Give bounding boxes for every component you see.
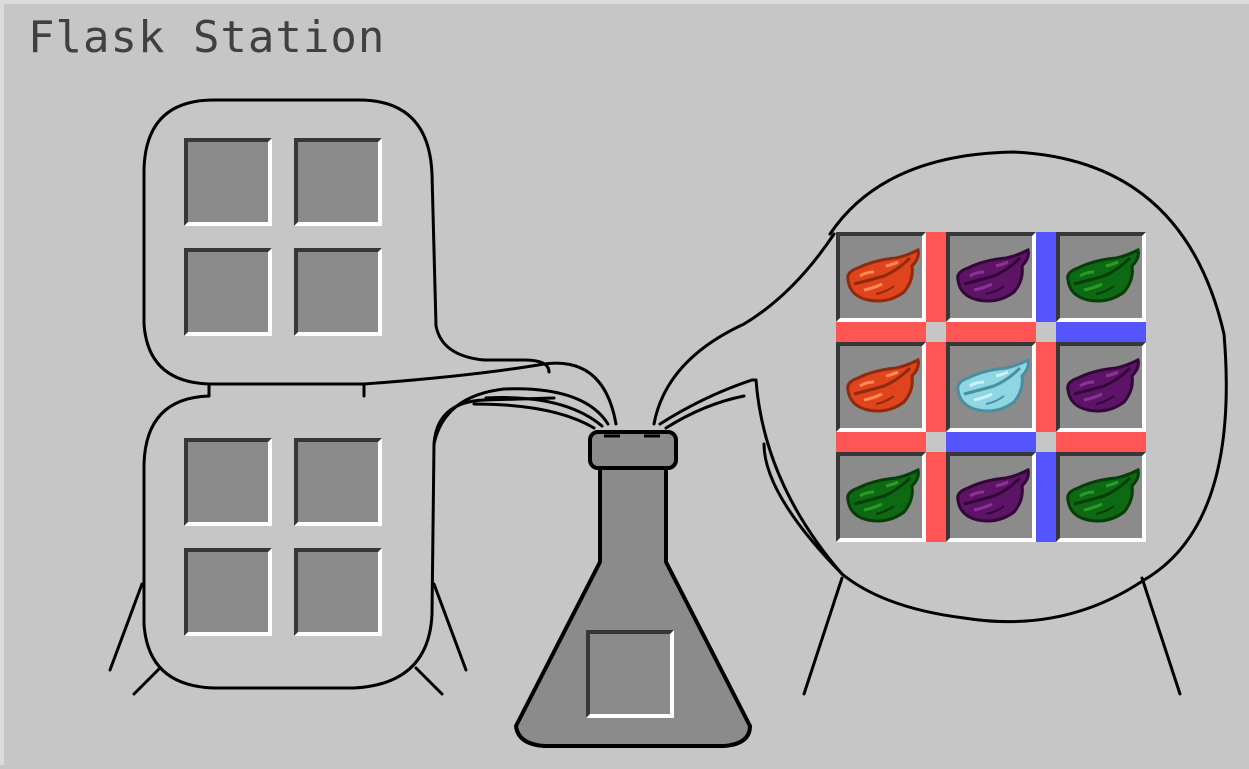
container-leg-left-2	[132, 666, 162, 696]
connector-v_col1-1	[926, 232, 946, 322]
connector-h_row1-2	[946, 322, 1036, 342]
tube-lower-1	[432, 387, 610, 446]
lower-input-slot-1[interactable]	[184, 438, 272, 526]
tube-upper	[362, 361, 618, 426]
globe-outline	[762, 150, 1228, 624]
container-leg-right-2	[414, 666, 444, 696]
flask-icon	[514, 430, 752, 748]
connector-joint	[1036, 432, 1056, 452]
container-leg-right-1	[432, 582, 468, 672]
globe-leg-right	[1140, 576, 1182, 696]
lower-container-outline	[142, 394, 556, 690]
lower-input-slot-2[interactable]	[294, 438, 382, 526]
connector-joint	[1036, 322, 1056, 342]
apparatus-drawing	[108, 98, 1228, 748]
tube-globe-1	[652, 232, 836, 426]
herb-slot-2[interactable]	[946, 232, 1036, 322]
connector-v_col1-2	[926, 342, 946, 432]
flask-output-slot[interactable]	[586, 630, 674, 718]
connector-v_col1-3	[926, 452, 946, 542]
connector-v_col2-2	[1036, 342, 1056, 432]
connector-v_col2-1	[1036, 232, 1056, 322]
herb-slot-6[interactable]	[1056, 342, 1146, 432]
herb-slot-1[interactable]	[836, 232, 926, 322]
tube-globe-2	[658, 378, 844, 576]
upper-input-slot-3[interactable]	[184, 248, 272, 336]
window-title: Flask Station	[28, 12, 386, 63]
connector-joint	[926, 432, 946, 452]
upper-input-slot-2[interactable]	[294, 138, 382, 226]
connector-h_row2-2	[946, 432, 1036, 452]
connector-v_col2-3	[1036, 452, 1056, 542]
upper-input-slot-1[interactable]	[184, 138, 272, 226]
herb-slot-8[interactable]	[946, 452, 1036, 542]
herb-slot-4[interactable]	[836, 342, 926, 432]
connector-h_row2-1	[836, 432, 926, 452]
herb-slot-7[interactable]	[836, 452, 926, 542]
herb-slot-9[interactable]	[1056, 452, 1146, 542]
globe-leg-left	[802, 576, 844, 696]
connector-h_row1-1	[836, 322, 926, 342]
container-leg-left-1	[108, 582, 144, 672]
connector-joint	[926, 322, 946, 342]
connector-h_row1-3	[1056, 322, 1146, 342]
lower-input-slot-4[interactable]	[294, 548, 382, 636]
herb-slot-3[interactable]	[1056, 232, 1146, 322]
lower-input-slot-3[interactable]	[184, 548, 272, 636]
upper-container-outline	[142, 98, 551, 386]
herb-slot-5[interactable]	[946, 342, 1036, 432]
upper-input-slot-4[interactable]	[294, 248, 382, 336]
connector-h_row2-3	[1056, 432, 1146, 452]
